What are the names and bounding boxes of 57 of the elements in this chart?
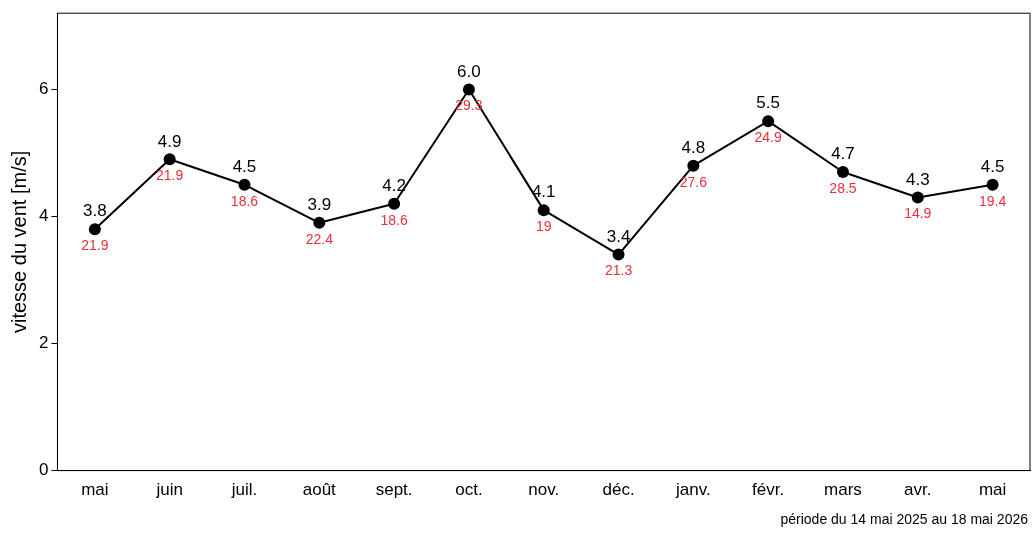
x-tick-label: mai bbox=[81, 480, 109, 500]
point bbox=[836, 166, 849, 179]
annotation: 21.9 bbox=[81, 237, 109, 254]
point bbox=[88, 223, 101, 236]
point bbox=[762, 115, 775, 128]
annotation: 18.6 bbox=[230, 192, 259, 209]
annotation: 24.9 bbox=[754, 129, 782, 146]
data-label: 4.2 bbox=[382, 175, 406, 195]
x-tick-label: juin bbox=[155, 480, 183, 500]
point bbox=[313, 216, 326, 229]
point bbox=[612, 248, 625, 261]
x-tick-label: août bbox=[302, 480, 337, 500]
annotation: 19 bbox=[535, 218, 552, 234]
point bbox=[163, 153, 176, 166]
text: période du 14 mai 2025 au 18 mai 2026 bbox=[780, 511, 1028, 527]
y-tick-label: 0 bbox=[38, 460, 49, 480]
annotation: 22.4 bbox=[305, 230, 334, 247]
data-label: 3.8 bbox=[83, 201, 107, 221]
data-label: 4.8 bbox=[681, 137, 706, 157]
x-tick-label: sept. bbox=[375, 480, 413, 500]
data-label: 4.1 bbox=[531, 182, 556, 202]
data-label: 4.9 bbox=[157, 131, 182, 151]
point bbox=[388, 197, 401, 210]
y-tick-label: 6 bbox=[38, 79, 49, 99]
point bbox=[238, 178, 251, 191]
annotation: 21.3 bbox=[604, 262, 633, 279]
data-label: 3.9 bbox=[307, 195, 332, 215]
y-tick-label: 4 bbox=[38, 206, 49, 226]
data-label: 6.0 bbox=[457, 61, 481, 81]
data-label: 4.3 bbox=[905, 169, 930, 189]
annotation: 14.9 bbox=[904, 205, 932, 222]
point bbox=[462, 83, 475, 96]
x-tick-label: oct. bbox=[455, 480, 483, 500]
point bbox=[537, 204, 550, 217]
point bbox=[687, 159, 700, 172]
x-tick-label: mai bbox=[978, 480, 1007, 500]
data-label: 3.4 bbox=[606, 226, 631, 246]
x-tick-label: mars bbox=[824, 480, 862, 500]
annotation: 19.4 bbox=[978, 192, 1007, 209]
data-label: 5.5 bbox=[756, 93, 780, 113]
x-tick-label: janv. bbox=[675, 480, 711, 500]
x-tick-label: avr. bbox=[904, 480, 932, 500]
x-tick-label: juil. bbox=[230, 480, 258, 500]
data-label: 4.5 bbox=[980, 156, 1005, 176]
annotation: 18.6 bbox=[380, 211, 408, 228]
annotation: 28.5 bbox=[829, 179, 857, 196]
data-label: 4.7 bbox=[831, 144, 855, 164]
x-tick-label: févr. bbox=[752, 480, 785, 500]
data-label: 4.5 bbox=[232, 156, 257, 176]
point bbox=[911, 191, 924, 204]
y-tick-label: 2 bbox=[38, 333, 49, 353]
point bbox=[986, 178, 999, 191]
x-tick-label: déc. bbox=[602, 480, 635, 500]
x-tick-label: nov. bbox=[528, 480, 560, 500]
annotation: 21.9 bbox=[156, 167, 184, 184]
y-axis-title: vitesse du vent [m/s] bbox=[7, 150, 30, 334]
annotation: 27.6 bbox=[679, 173, 708, 190]
